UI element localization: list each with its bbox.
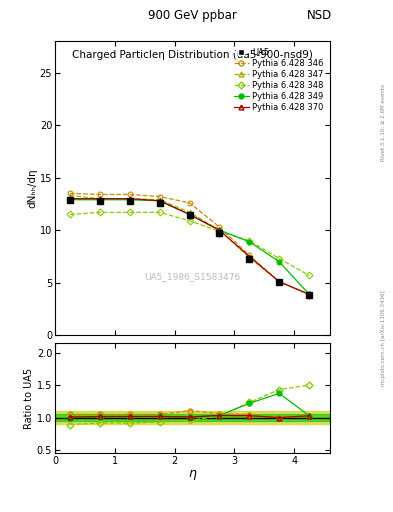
Text: Charged Particleη Distribution (ua5-900-nsd9): Charged Particleη Distribution (ua5-900-… [72, 50, 313, 60]
Legend: UA5, Pythia 6.428 346, Pythia 6.428 347, Pythia 6.428 348, Pythia 6.428 349, Pyt: UA5, Pythia 6.428 346, Pythia 6.428 347,… [231, 45, 326, 115]
Text: Rivet 3.1.10; ≥ 2.6M events: Rivet 3.1.10; ≥ 2.6M events [381, 84, 386, 161]
Text: 900 GeV ppbar: 900 GeV ppbar [148, 9, 237, 22]
Y-axis label: dNₕₕ/dη: dNₕₕ/dη [27, 168, 37, 208]
X-axis label: η: η [189, 467, 196, 480]
Y-axis label: Ratio to UA5: Ratio to UA5 [24, 368, 34, 429]
Text: UA5_1986_S1583476: UA5_1986_S1583476 [145, 272, 241, 281]
Text: NSD: NSD [307, 9, 332, 22]
Text: mcplots.cern.ch [arXiv:1306.3436]: mcplots.cern.ch [arXiv:1306.3436] [381, 290, 386, 386]
